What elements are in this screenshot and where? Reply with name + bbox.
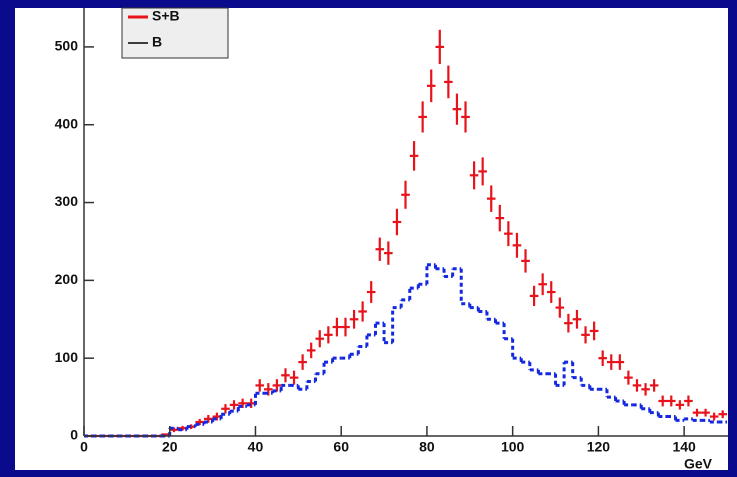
x-axis-label: GeV xyxy=(684,456,713,472)
y-tick-label: 300 xyxy=(55,193,79,209)
plot-panel xyxy=(15,8,728,470)
y-tick-label: 0 xyxy=(70,427,78,443)
x-tick-label: 20 xyxy=(162,439,178,455)
y-tick-label: 500 xyxy=(55,38,79,54)
legend-label: S+B xyxy=(152,8,180,24)
y-tick-label: 100 xyxy=(55,349,79,365)
x-tick-label: 0 xyxy=(80,439,88,455)
x-tick-label: 60 xyxy=(333,439,349,455)
y-tick-label: 200 xyxy=(55,271,79,287)
x-tick-label: 140 xyxy=(672,439,696,455)
y-tick-label: 400 xyxy=(55,115,79,131)
x-tick-label: 100 xyxy=(501,439,525,455)
x-tick-label: 40 xyxy=(248,439,264,455)
x-tick-label: 80 xyxy=(419,439,435,455)
x-tick-label: 120 xyxy=(587,439,611,455)
legend-label: B xyxy=(152,34,162,50)
